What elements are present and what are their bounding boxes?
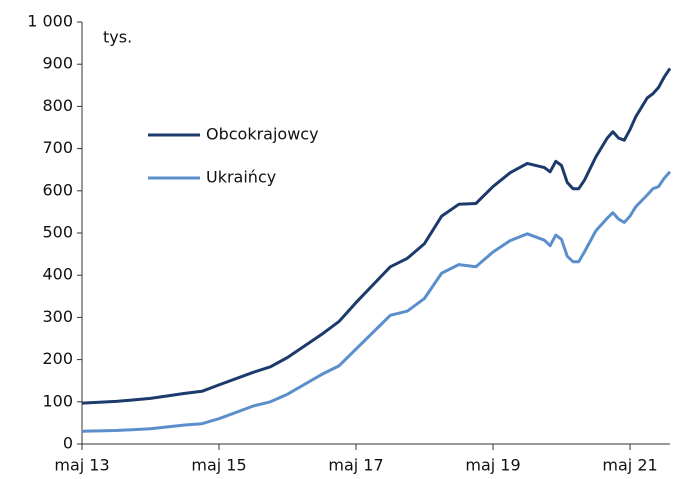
- series-line: [81, 170, 672, 433]
- y-tick-label: 100: [42, 391, 73, 410]
- legend-label: Ukraińcy: [206, 168, 276, 187]
- y-tick-label: 500: [42, 223, 73, 242]
- series-line: [81, 67, 672, 405]
- y-tick-label: 900: [42, 54, 73, 73]
- y-tick-label: 300: [42, 307, 73, 326]
- x-tick-label: maj 21: [602, 456, 657, 475]
- y-tick-label: 1 000: [27, 12, 73, 31]
- x-tick-label: maj 19: [465, 456, 520, 475]
- x-tick-label: maj 17: [328, 456, 383, 475]
- y-tick-label: 200: [42, 349, 73, 368]
- y-tick-label: 400: [42, 265, 73, 284]
- unit-label: tys.: [103, 28, 132, 47]
- y-tick-label: 800: [42, 96, 73, 115]
- y-tick-label: 0: [63, 434, 73, 453]
- y-tick-label: 700: [42, 138, 73, 157]
- y-tick-label: 600: [42, 180, 73, 199]
- legend-label: Obcokrajowcy: [206, 125, 319, 144]
- x-tick-label: maj 13: [54, 456, 109, 475]
- x-tick-label: maj 15: [191, 456, 246, 475]
